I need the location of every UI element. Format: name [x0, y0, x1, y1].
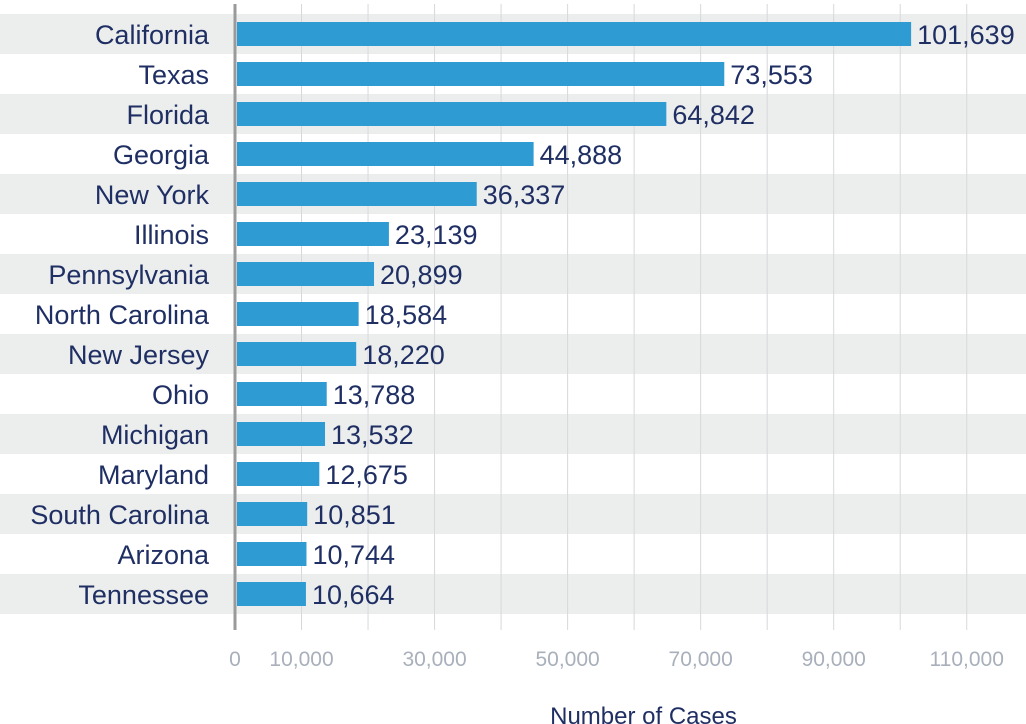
category-label: Arizona	[117, 540, 210, 570]
x-tick-label: 90,000	[802, 648, 866, 671]
bar	[237, 582, 306, 606]
category-label: Ohio	[152, 380, 209, 410]
value-label: 73,553	[730, 60, 813, 90]
category-label: Pennsylvania	[48, 260, 210, 290]
x-tick-label: 10,000	[269, 648, 333, 671]
category-label: New York	[95, 180, 210, 210]
bar	[237, 22, 912, 46]
bar	[237, 382, 327, 406]
category-labels: California Texas Florida Georgia New York Ill…	[30, 20, 210, 610]
row-stripe	[0, 174, 1026, 214]
x-tick-label: 50,000	[535, 648, 599, 671]
x-tick-label: 30,000	[402, 648, 466, 671]
value-label: 36,337	[483, 180, 566, 210]
value-label: 13,788	[333, 380, 416, 410]
bar	[237, 342, 357, 366]
value-label: 12,675	[325, 460, 408, 490]
category-label: Illinois	[134, 220, 209, 250]
x-axis-ticks: 0 10,000 30,000 50,000 70,000 90,000 110,000	[229, 648, 1004, 671]
bar	[237, 142, 534, 166]
category-label: California	[95, 20, 210, 50]
bar	[237, 542, 307, 566]
category-label: Florida	[126, 100, 210, 130]
category-label: South Carolina	[30, 500, 210, 530]
bar	[237, 102, 667, 126]
value-label: 101,639	[917, 20, 1015, 50]
bar	[237, 182, 477, 206]
x-tick-label: 70,000	[669, 648, 733, 671]
value-label: 64,842	[672, 100, 755, 130]
x-axis-title: Number of Cases	[550, 703, 737, 724]
category-label: Texas	[138, 60, 209, 90]
category-label: Georgia	[113, 140, 210, 170]
bar	[237, 62, 725, 86]
x-tick-label: 0	[229, 648, 241, 671]
row-stripe	[0, 334, 1026, 374]
bars	[237, 22, 912, 606]
value-label: 10,851	[313, 500, 396, 530]
row-stripe	[0, 574, 1026, 614]
bar	[237, 502, 308, 526]
value-label: 18,220	[362, 340, 445, 370]
value-label: 13,532	[331, 420, 414, 450]
bar	[237, 422, 326, 446]
x-tick-label: 110,000	[930, 648, 1004, 671]
value-label: 10,664	[312, 580, 395, 610]
bar	[237, 262, 375, 286]
value-label: 44,888	[540, 140, 623, 170]
category-label: Tennessee	[78, 580, 209, 610]
value-label: 20,899	[380, 260, 463, 290]
bar	[237, 222, 389, 246]
value-label: 18,584	[365, 300, 448, 330]
row-stripe	[0, 254, 1026, 294]
category-label: New Jersey	[68, 340, 210, 370]
value-label: 23,139	[395, 220, 478, 250]
bar	[237, 302, 359, 326]
row-stripes	[0, 14, 1026, 614]
value-label: 10,744	[312, 540, 395, 570]
bar	[237, 462, 320, 486]
row-stripe	[0, 414, 1026, 454]
row-stripe	[0, 494, 1026, 534]
category-label: Michigan	[101, 420, 209, 450]
category-label: Maryland	[98, 460, 209, 490]
category-label: North Carolina	[35, 300, 210, 330]
